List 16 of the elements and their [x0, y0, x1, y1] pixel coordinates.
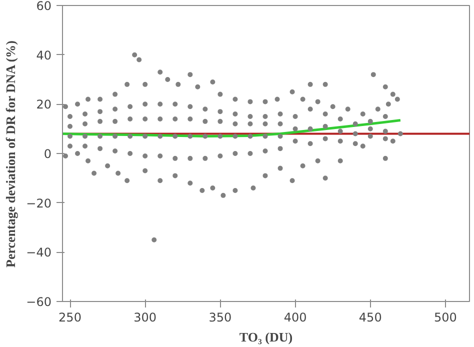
x-tick-label: 450	[358, 310, 382, 324]
y-axis-title: Percentage deviation of DR for DNA (%)	[3, 40, 18, 268]
y-tick-label: −20	[26, 196, 52, 210]
x-tick-label: 300	[134, 310, 157, 324]
y-tick-label: −40	[26, 246, 52, 260]
y-tick-label: 60	[36, 0, 52, 13]
y-tick-label: −60	[26, 295, 52, 309]
x-tick-label: 400	[284, 310, 307, 324]
x-tick-label: 250	[58, 310, 82, 324]
line-series	[62, 118, 402, 138]
y-tick-label: 40	[36, 48, 52, 62]
y-tick-label: 0	[44, 147, 52, 161]
x-tick-label: 350	[208, 310, 232, 324]
x-axis-title: TO₃ (DU)	[239, 330, 293, 344]
x-tick-label: 500	[434, 310, 457, 324]
y-tick-label: 20	[36, 98, 52, 112]
